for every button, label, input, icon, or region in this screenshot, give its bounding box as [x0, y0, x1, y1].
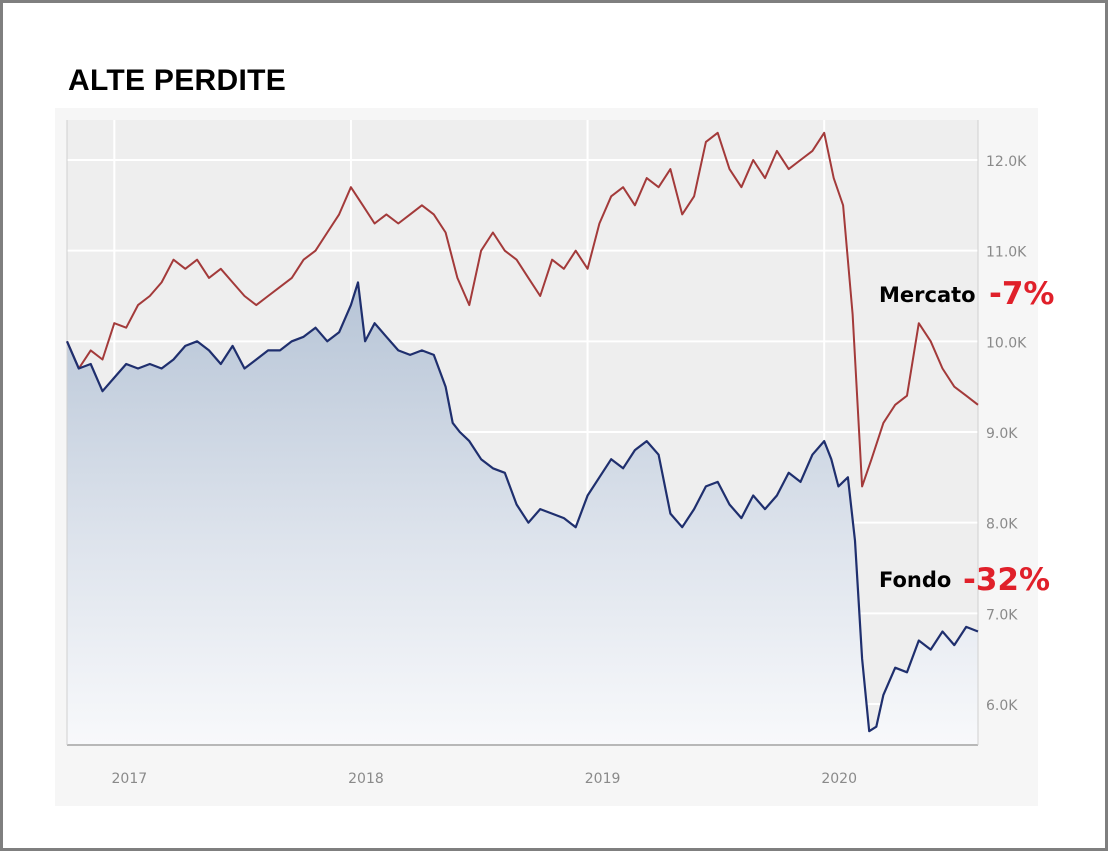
y-tick-label: 11.0K: [986, 245, 1027, 261]
x-tick-label: 2019: [585, 771, 621, 787]
x-tick-label: 2018: [348, 771, 384, 787]
series-change-mercato: -7%: [989, 276, 1055, 312]
series-line-mercato: [66, 131, 979, 488]
series-line-fondo: [65, 281, 979, 733]
y-tick-label: 7.0K: [986, 607, 1018, 623]
x-tick-label: 2020: [821, 771, 857, 787]
y-tick-label: 10.0K: [986, 335, 1027, 351]
y-tick-label: 12.0K: [986, 154, 1027, 170]
y-tick-label: 9.0K: [986, 426, 1018, 442]
y-tick-label: 8.0K: [986, 517, 1018, 533]
y-tick-label: 6.0K: [986, 698, 1018, 714]
chart-title: ALTE PERDITE: [68, 64, 287, 97]
series-label-fondo: Fondo: [879, 568, 952, 592]
series-label-mercato: Mercato: [879, 283, 976, 307]
series-change-fondo: -32%: [963, 562, 1051, 598]
x-tick-label: 2017: [112, 771, 148, 787]
